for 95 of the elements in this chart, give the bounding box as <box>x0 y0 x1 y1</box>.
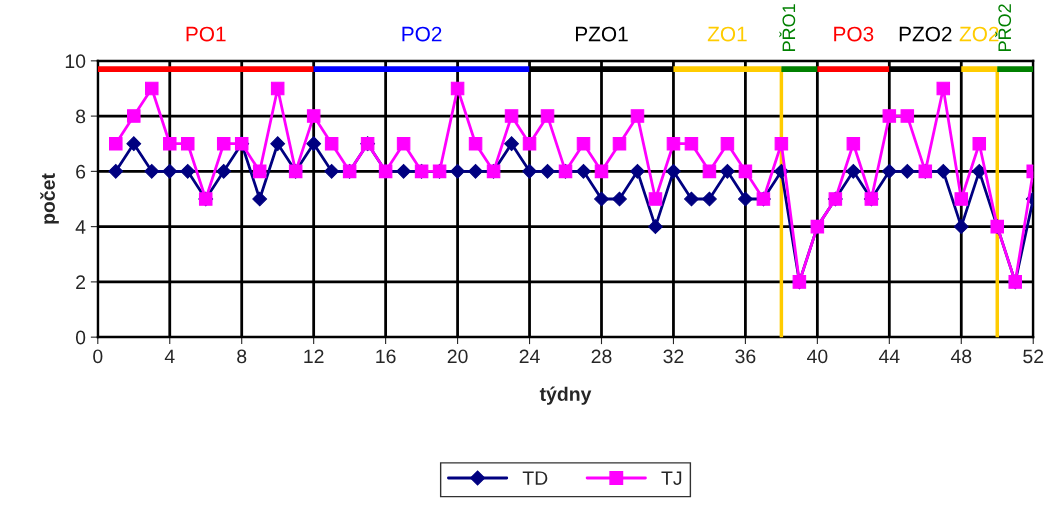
annotation: ZO1 <box>707 26 747 42</box>
y-tick-label: 4 <box>75 220 86 234</box>
x-tick-label: 32 <box>663 349 684 364</box>
point <box>882 109 897 123</box>
annotation: PŘO1 <box>779 4 796 51</box>
point <box>126 136 142 152</box>
point <box>324 136 339 151</box>
point <box>936 81 951 96</box>
point <box>144 163 160 179</box>
point <box>396 163 412 179</box>
point <box>720 136 735 151</box>
point <box>684 136 699 151</box>
point <box>972 136 987 151</box>
point <box>306 136 322 152</box>
x-tick-label: 24 <box>519 349 540 364</box>
x-tick-label: 12 <box>304 349 324 364</box>
x-tick-label: 16 <box>376 349 396 364</box>
annotation: PO3 <box>834 26 874 42</box>
point <box>450 163 465 179</box>
point <box>216 136 231 151</box>
point <box>630 109 645 123</box>
point <box>162 136 177 151</box>
point <box>468 163 483 179</box>
point <box>953 219 969 235</box>
x-tick-label: 44 <box>878 349 900 364</box>
point <box>935 163 951 179</box>
point <box>684 191 699 207</box>
point <box>720 163 735 179</box>
legend-label: TD <box>522 471 548 485</box>
point <box>270 136 286 152</box>
point <box>738 164 753 179</box>
point <box>162 163 178 179</box>
annotation: PZO2 <box>899 26 952 42</box>
point <box>504 109 519 123</box>
legend-label: TJ <box>661 471 682 485</box>
point <box>648 192 663 206</box>
x-tick-label: 48 <box>950 349 972 364</box>
point <box>522 163 537 179</box>
point <box>576 136 591 151</box>
point <box>522 136 537 151</box>
point <box>127 109 141 123</box>
y-tick-label: 8 <box>76 109 86 124</box>
x-tick-label: 8 <box>237 349 247 364</box>
y-axis-title: počet <box>40 173 59 224</box>
annotation: PZO1 <box>576 26 628 42</box>
point <box>630 163 645 179</box>
point <box>594 191 609 207</box>
point <box>845 163 861 179</box>
point <box>252 191 268 207</box>
point <box>396 136 411 151</box>
point <box>504 136 519 152</box>
point <box>594 164 609 179</box>
point <box>899 163 915 179</box>
point <box>774 136 789 151</box>
point <box>702 164 717 179</box>
point <box>540 163 555 179</box>
x-tick-label: 36 <box>735 349 756 364</box>
point <box>540 109 555 123</box>
point <box>324 163 340 179</box>
point <box>612 136 627 151</box>
point <box>144 81 159 96</box>
point <box>270 81 285 96</box>
x-axis-title: týdny <box>539 386 592 405</box>
point <box>252 164 267 179</box>
point <box>450 81 465 96</box>
point <box>468 136 483 151</box>
point <box>612 191 627 207</box>
point <box>738 191 753 207</box>
x-tick-label: 40 <box>807 349 828 364</box>
point <box>666 163 681 179</box>
x-tick-label: 0 <box>93 349 103 364</box>
x-tick-label: 28 <box>591 349 612 364</box>
annotation: PO1 <box>186 26 226 42</box>
point <box>306 109 321 123</box>
x-tick-label: 52 <box>1023 349 1044 364</box>
x-tick-label: 4 <box>164 349 175 364</box>
point <box>576 163 591 179</box>
point <box>180 136 195 151</box>
point <box>702 191 717 207</box>
point <box>954 192 969 206</box>
point <box>666 136 681 151</box>
annotation: PO2 <box>402 26 442 42</box>
y-tick-label: 0 <box>75 330 86 345</box>
point <box>109 136 123 151</box>
point <box>648 219 663 235</box>
point <box>108 163 124 179</box>
x-tick-label: 20 <box>447 349 468 364</box>
point <box>846 136 861 151</box>
point <box>900 109 915 123</box>
point <box>216 163 232 179</box>
point <box>180 163 196 179</box>
y-tick-label: 6 <box>76 164 86 179</box>
point <box>881 163 897 179</box>
y-tick-label: 2 <box>76 275 86 289</box>
y-tick-label: 10 <box>65 54 86 69</box>
